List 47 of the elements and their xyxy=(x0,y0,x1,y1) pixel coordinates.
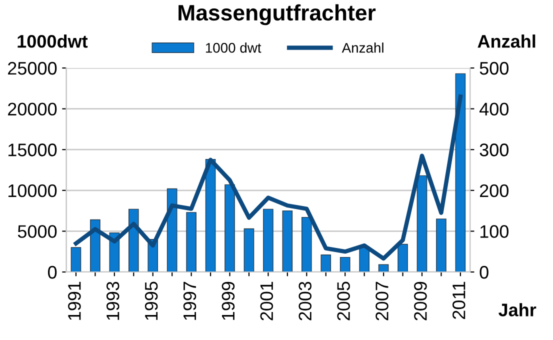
bar xyxy=(398,244,408,272)
bar xyxy=(320,254,332,272)
line-series xyxy=(74,94,463,261)
x-tick-label: 2007 xyxy=(376,282,388,320)
legend-label: Anzahl xyxy=(342,42,384,53)
y-tick-label: 25000 xyxy=(8,62,57,75)
bar xyxy=(205,159,216,272)
x-tick-label: 2005 xyxy=(337,282,350,320)
x-tick-label: 2009 xyxy=(414,282,427,320)
bar xyxy=(224,184,235,272)
bar xyxy=(301,216,312,272)
bar xyxy=(416,175,428,272)
x-tick-label: 1991 xyxy=(68,282,81,320)
legend-label: 1000 dwt xyxy=(206,42,262,53)
y2-tick-label: 0 xyxy=(480,266,488,279)
y2-tick-label: 300 xyxy=(480,144,508,156)
y2-tick-label: 200 xyxy=(480,184,508,198)
y-axis-title: 1000dwt xyxy=(18,34,88,48)
bar xyxy=(244,228,254,272)
bar xyxy=(128,208,139,272)
y-tick-label: 15000 xyxy=(8,144,57,156)
bar xyxy=(359,247,370,272)
y-tick-label: 5000 xyxy=(18,225,57,238)
x-tick-label: 1999 xyxy=(222,282,235,320)
bar xyxy=(340,256,350,272)
bar xyxy=(70,247,82,272)
y2-axis-title: Anzahl xyxy=(478,34,536,48)
bar xyxy=(455,73,466,272)
x-tick-label: 1995 xyxy=(144,282,158,320)
x-tick-label: 1997 xyxy=(183,282,196,320)
bar xyxy=(282,210,293,272)
x-axis-title: Jahr xyxy=(498,303,536,316)
y-tick-label: 20000 xyxy=(8,102,57,116)
y-tick-label: 10000 xyxy=(8,184,57,198)
y-tick-label: 0 xyxy=(48,266,57,279)
bar xyxy=(263,208,274,272)
chart-title: Massengutfrachter xyxy=(178,4,376,26)
bar xyxy=(186,212,196,272)
bar xyxy=(90,219,100,272)
y2-tick-label: 400 xyxy=(479,102,508,116)
x-tick-label: 1993 xyxy=(106,282,120,320)
bar xyxy=(436,218,446,272)
x-tick-label: 2001 xyxy=(260,282,274,320)
y2-tick-label: 500 xyxy=(480,62,508,75)
y2-tick-label: 100 xyxy=(480,225,508,238)
x-tick-label: 2003 xyxy=(298,282,312,320)
x-tick-label: 2011 xyxy=(452,282,466,319)
